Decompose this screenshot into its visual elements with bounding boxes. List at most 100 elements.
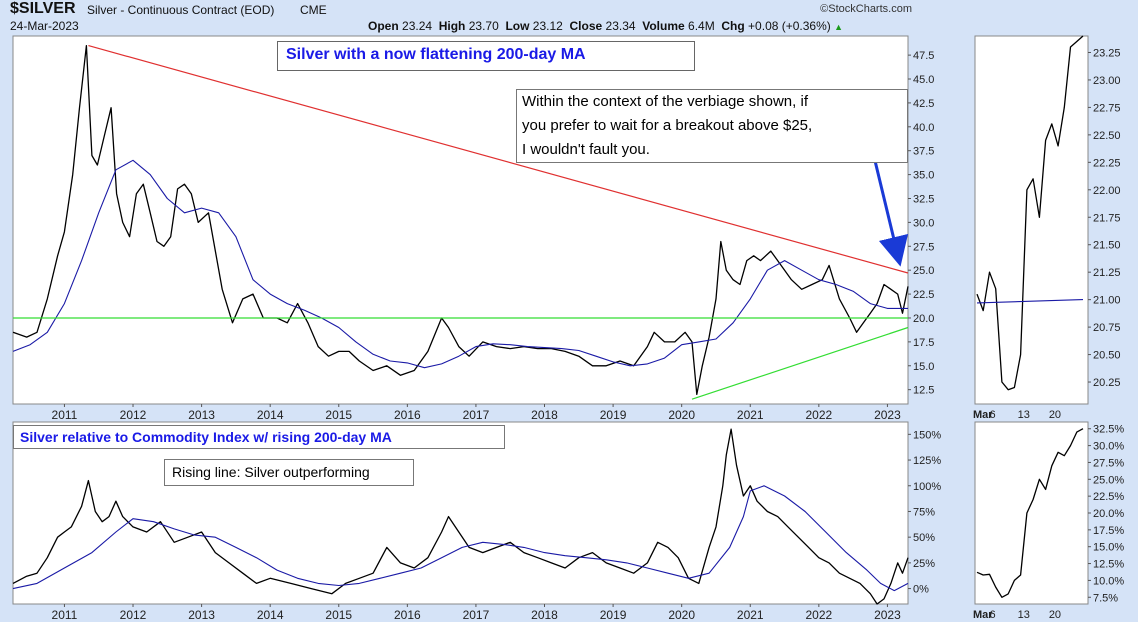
stockcharts-brand[interactable]: ©StockCharts.com xyxy=(820,3,912,15)
x-tick-label: 2017 xyxy=(463,608,490,622)
x-tick-label: 2016 xyxy=(394,608,421,622)
y-tick-label: 125% xyxy=(913,455,941,467)
x-tick-label: 2012 xyxy=(120,408,147,422)
rising-support-trendline xyxy=(691,326,909,400)
y-tick-label: 32.5 xyxy=(913,193,934,205)
x-tick-label: 2019 xyxy=(600,608,627,622)
close-label: Close xyxy=(569,19,603,33)
y-tick-label: 20.75 xyxy=(1093,322,1121,334)
x-tick-label: 2018 xyxy=(531,408,558,422)
y-tick-label: 27.5 xyxy=(913,241,934,253)
x-tick-label: 2012 xyxy=(120,608,147,622)
x-tick-label: 2023 xyxy=(874,408,901,422)
y-tick-label: 20.0 xyxy=(913,313,934,325)
y-tick-label: 20.50 xyxy=(1093,350,1121,362)
y-tick-label: 12.5% xyxy=(1093,559,1124,571)
comment-line: Within the context of the verbiage shown… xyxy=(522,93,808,110)
y-tick-label: 32.5% xyxy=(1093,424,1124,436)
y-tick-label: 21.75 xyxy=(1093,212,1121,224)
main-chart-title-text: Silver with a now flattening 200-day MA xyxy=(286,46,586,63)
volume-label: Volume xyxy=(642,19,685,33)
x-tick-label: 2016 xyxy=(394,408,421,422)
x-tick-label: 6 xyxy=(990,409,996,421)
lower-panel xyxy=(12,421,909,605)
y-tick-label: 15.0% xyxy=(1093,542,1124,554)
y-tick-label: 40.0 xyxy=(913,122,934,134)
change-label: Chg xyxy=(721,19,745,33)
y-tick-label: 50% xyxy=(913,532,935,544)
symbol-label: $SILVER xyxy=(10,0,76,17)
ohlc-readout: Open 23.24 High 23.70 Low 23.12 Close 23… xyxy=(368,19,843,33)
y-tick-label: 150% xyxy=(913,429,941,441)
open-value: 23.24 xyxy=(402,19,433,33)
lower-note-text: Rising line: Silver outperforming xyxy=(172,464,370,480)
y-tick-label: 22.50 xyxy=(1093,130,1121,142)
main-inset-panel xyxy=(974,35,1089,405)
price-series-line xyxy=(976,35,1084,391)
moving-average-line xyxy=(12,159,908,369)
y-tick-label: 10.0% xyxy=(1093,575,1124,587)
y-tick-label: 100% xyxy=(913,481,941,493)
y-tick-label: 21.00 xyxy=(1093,295,1121,307)
y-tick-label: 0% xyxy=(913,584,929,596)
y-tick-label: 20.0% xyxy=(1093,508,1124,520)
x-tick-label: 20 xyxy=(1049,609,1061,621)
y-tick-label: 12.5 xyxy=(913,385,934,397)
x-tick-label: Mar xyxy=(973,609,993,621)
x-tick-label: 2021 xyxy=(737,608,764,622)
high-value: 23.70 xyxy=(468,19,499,33)
x-tick-label: 2011 xyxy=(52,608,78,622)
y-tick-label: 47.5 xyxy=(913,50,934,62)
symbol-description: Silver - Continuous Contract (EOD) xyxy=(87,3,275,17)
x-tick-label: 6 xyxy=(990,609,996,621)
x-tick-label: 2019 xyxy=(600,408,627,422)
y-tick-label: 22.75 xyxy=(1093,102,1121,114)
low-value: 23.12 xyxy=(532,19,563,33)
x-tick-label: 2017 xyxy=(463,408,490,422)
date-label: 24-Mar-2023 xyxy=(10,19,79,33)
y-tick-label: 21.25 xyxy=(1093,267,1121,279)
exchange-label: CME xyxy=(300,3,327,17)
x-tick-label: 2014 xyxy=(257,408,284,422)
x-tick-label: 2020 xyxy=(668,408,695,422)
volume-value: 6.4M xyxy=(688,19,715,33)
y-tick-label: 15.0 xyxy=(913,361,934,373)
x-tick-label: 2022 xyxy=(805,408,832,422)
comment-line: you prefer to wait for a breakout above … xyxy=(522,117,813,134)
close-value: 23.34 xyxy=(605,19,636,33)
y-tick-label: 22.5% xyxy=(1093,491,1124,503)
y-tick-label: 17.5% xyxy=(1093,525,1124,537)
up-arrow-icon: ▲ xyxy=(834,22,844,32)
x-tick-label: 2013 xyxy=(188,608,215,622)
price-series-line xyxy=(12,44,909,396)
x-tick-label: 13 xyxy=(1018,609,1030,621)
x-tick-label: 13 xyxy=(1018,409,1030,421)
lower-chart-title-text: Silver relative to Commodity Index w/ ri… xyxy=(20,429,392,445)
lower-chart-title: Silver relative to Commodity Index w/ ri… xyxy=(13,425,505,449)
y-tick-label: 35.0 xyxy=(913,170,934,182)
resistance-trendline xyxy=(88,45,909,274)
moving-average-line xyxy=(976,299,1084,304)
x-tick-label: 20 xyxy=(1049,409,1061,421)
y-tick-label: 75% xyxy=(913,506,935,518)
main-chart-title: Silver with a now flattening 200-day MA xyxy=(277,41,695,71)
price-series-line xyxy=(12,428,909,605)
change-value: +0.08 (+0.36%) xyxy=(748,19,831,33)
y-tick-label: 23.25 xyxy=(1093,47,1121,59)
y-tick-label: 25% xyxy=(913,558,935,570)
chart-header: $SILVER Silver - Continuous Contract (EO… xyxy=(0,0,1138,36)
lower-note-box: Rising line: Silver outperforming xyxy=(164,459,414,486)
y-tick-label: 25.0 xyxy=(913,265,934,277)
comment-line: I wouldn't fault you. xyxy=(522,141,650,158)
y-tick-label: 45.0 xyxy=(913,74,934,86)
high-label: High xyxy=(438,19,466,33)
x-tick-label: 2014 xyxy=(257,608,284,622)
y-tick-label: 22.5 xyxy=(913,289,934,301)
x-tick-label: 2015 xyxy=(325,608,352,622)
y-tick-label: 25.0% xyxy=(1093,474,1124,486)
y-tick-label: 22.25 xyxy=(1093,157,1121,169)
y-tick-label: 30.0 xyxy=(913,217,934,229)
y-tick-label: 21.50 xyxy=(1093,240,1121,252)
lower-inset-panel xyxy=(974,421,1089,605)
